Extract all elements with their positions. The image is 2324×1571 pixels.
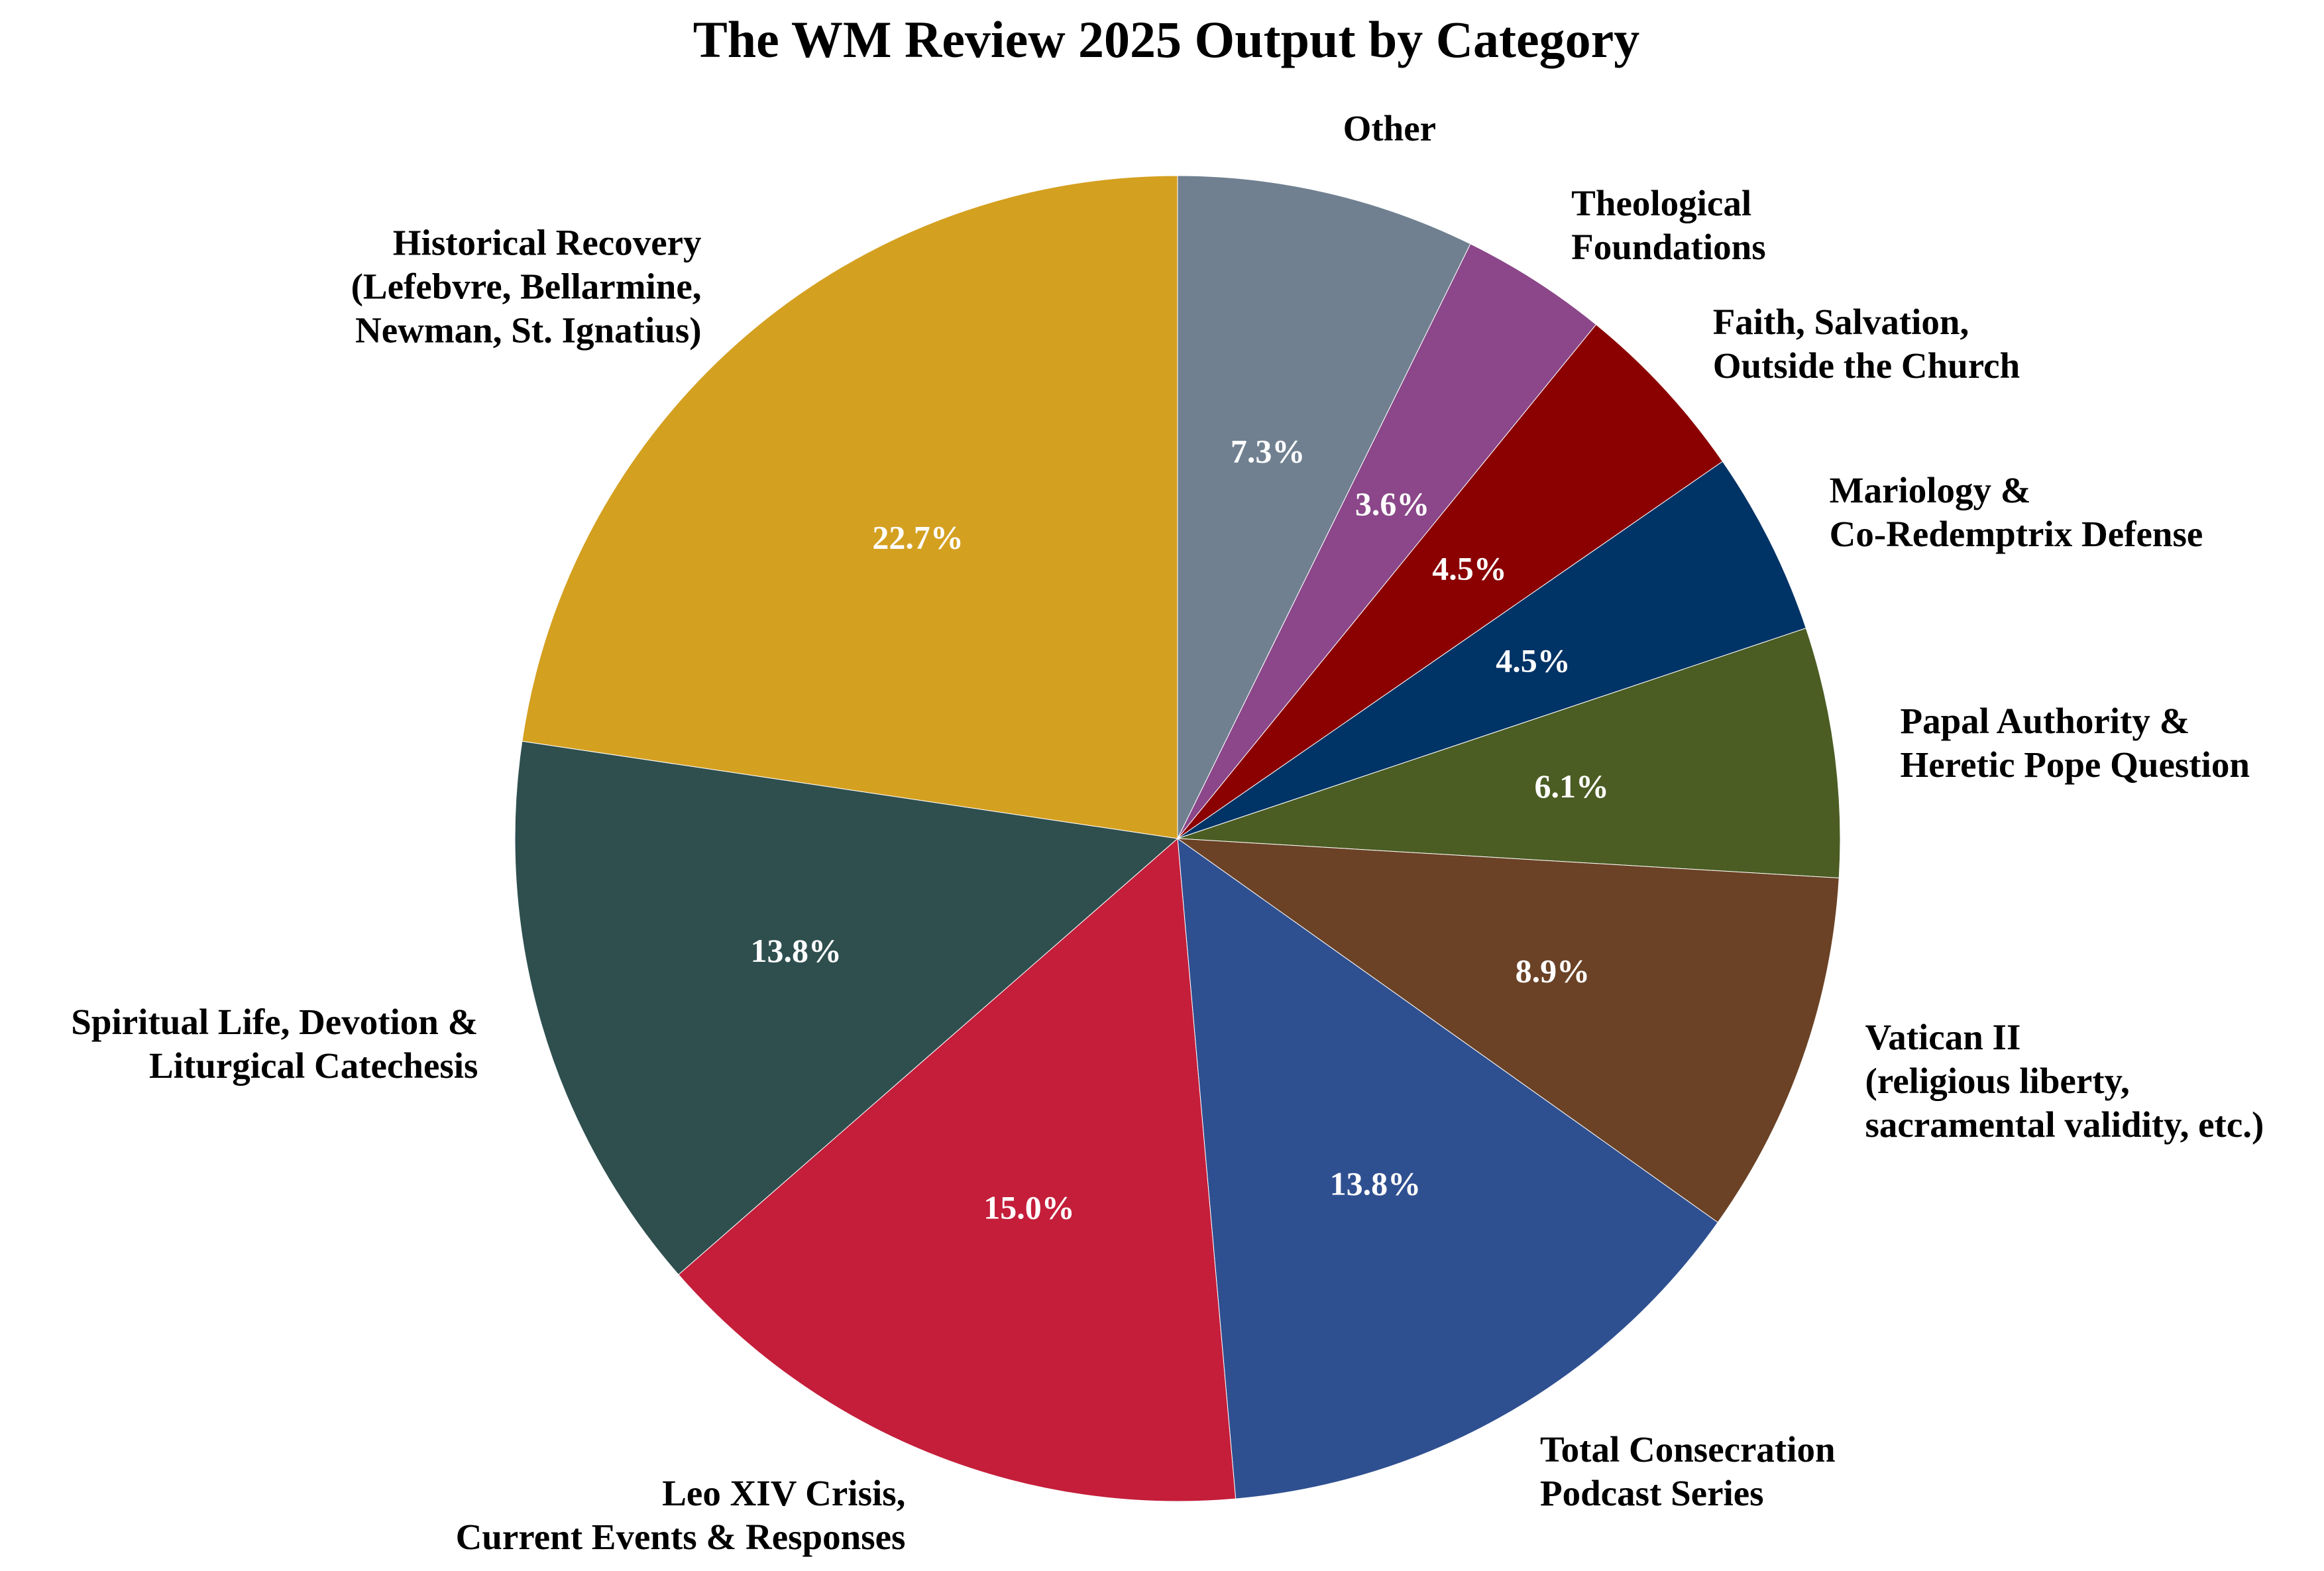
category-label-line: Co-Redemptrix Defense [1830, 514, 2203, 554]
category-label-line: (Lefebvre, Bellarmine, [351, 266, 702, 307]
category-label-leo-xiv-crisis: Leo XIV Crisis, Current Events & Response… [456, 1473, 906, 1557]
category-label-line: Foundations [1571, 227, 1765, 267]
pie-slice-total-consecration [1177, 837, 1718, 1499]
category-label-line: Current Events & Responses [456, 1517, 906, 1557]
category-label-vatican-ii: Vatican II (religious liberty, sacramental… [1865, 1017, 2264, 1145]
category-label-line: Total Consecration [1540, 1429, 1836, 1470]
percent-labels: 7.3%3.6%4.5%4.5%6.1%8.9%13.8%15.0%13.8%2… [751, 433, 1610, 1226]
percent-label-total-consecration: 13.8% [1330, 1165, 1421, 1202]
pie-slice-historical-recovery [522, 175, 1178, 839]
percent-label-spiritual-life-devotion: 13.8% [751, 932, 842, 969]
category-label-line: Mariology & [1830, 470, 2031, 510]
category-label-line: Leo XIV Crisis, [662, 1473, 905, 1513]
percent-label-papal-authority: 6.1% [1535, 768, 1610, 805]
category-label-line: Podcast Series [1540, 1473, 1764, 1513]
category-label-line: Other [1343, 108, 1437, 148]
category-label-line: Historical Recovery [393, 223, 702, 263]
percent-label-faith-salvation: 4.5% [1432, 550, 1507, 587]
category-label-line: Papal Authority & [1900, 701, 2189, 741]
category-label-line: Outside the Church [1713, 345, 2020, 386]
percent-label-other: 7.3% [1231, 433, 1305, 470]
category-label-mariology: Mariology & Co-Redemptrix Defense [1830, 470, 2203, 554]
chart-title: The WM Review 2025 Output by Category [693, 11, 1640, 68]
category-label-historical-recovery: Historical Recovery (Lefebvre, Bellarmine… [351, 223, 702, 351]
category-label-papal-authority: Papal Authority & Heretic Pope Question [1900, 701, 2250, 785]
pie-slices [514, 175, 1841, 1502]
category-label-total-consecration: Total Consecration Podcast Series [1540, 1429, 1836, 1513]
category-label-line: sacramental validity, etc.) [1865, 1104, 2264, 1145]
category-label-theological: Theological Foundations [1571, 183, 1765, 267]
category-label-line: Theological [1571, 183, 1751, 223]
category-labels: Other Theological Foundations Faith, Salvat… [71, 108, 2264, 1557]
category-label-line: Heretic Pope Question [1900, 744, 2250, 785]
category-label-line: Faith, Salvation, [1713, 302, 1969, 342]
category-label-other: Other [1343, 108, 1437, 148]
percent-label-historical-recovery: 22.7% [872, 519, 964, 556]
percent-label-leo-xiv-crisis: 15.0% [983, 1189, 1075, 1226]
category-label-line: Vatican II [1865, 1017, 2021, 1057]
category-label-line: Spiritual Life, Devotion & [71, 1002, 478, 1042]
category-label-line: Liturgical Catechesis [149, 1045, 478, 1086]
category-label-spiritual-life-devotion: Spiritual Life, Devotion & Liturgical Cat… [71, 1002, 478, 1086]
pie-slice-leo-xiv-crisis [678, 837, 1237, 1502]
category-label-line: Newman, St. Ignatius) [355, 310, 702, 351]
category-label-faith-salvation: Faith, Salvation, Outside the Church [1713, 302, 2020, 386]
pie-slice-spiritual-life-devotion [514, 740, 1179, 1275]
pie-slice-other [1177, 175, 1471, 839]
pie-slice-theological [1177, 243, 1597, 839]
percent-label-mariology: 4.5% [1496, 642, 1571, 679]
category-label-line: (religious liberty, [1865, 1061, 2130, 1101]
pie-slice-mariology [1177, 461, 1806, 839]
pie-slice-faith-salvation [1177, 323, 1724, 839]
pie-slice-papal-authority [1177, 628, 1841, 879]
percent-label-vatican-ii: 8.9% [1516, 952, 1590, 989]
pie-slice-vatican-ii [1176, 838, 1840, 1223]
percent-label-theological: 3.6% [1355, 485, 1430, 522]
